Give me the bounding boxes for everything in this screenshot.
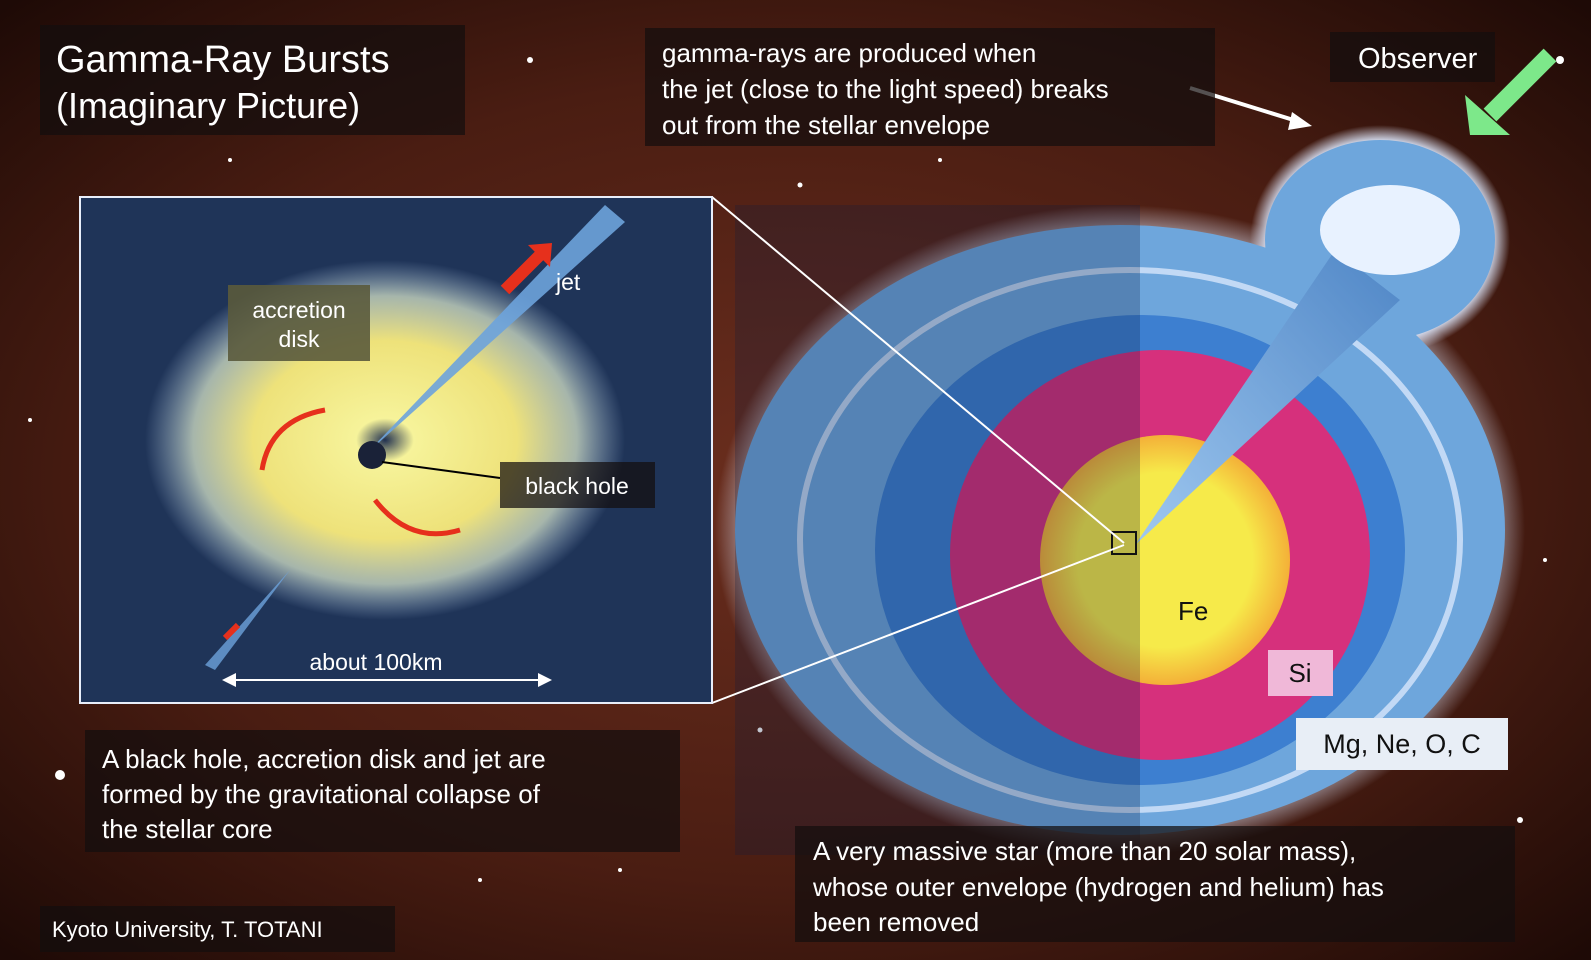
- subtitle: (Imaginary Picture): [56, 85, 360, 126]
- label-box: [228, 285, 370, 361]
- layer-box: [1268, 650, 1333, 696]
- layer-label: Mg, Ne, O, C: [1323, 729, 1481, 759]
- note-box: [795, 826, 1515, 942]
- arrow-head: [1288, 112, 1312, 130]
- callout-text: gamma-rays are produced when: [662, 38, 1036, 68]
- note-text: the stellar core: [102, 814, 273, 844]
- callout-box: [645, 28, 1215, 146]
- observer-box: [1330, 32, 1495, 82]
- note-text: been removed: [813, 907, 979, 937]
- note-text: A black hole, accretion disk and jet are: [102, 744, 546, 774]
- disk-label: accretion: [252, 297, 345, 323]
- scale-label: about 100km: [310, 649, 443, 675]
- callout-text: out from the stellar envelope: [662, 110, 990, 140]
- note-box: [85, 730, 680, 852]
- layer-box: [1296, 718, 1508, 770]
- disk-label: disk: [279, 326, 320, 352]
- note-text: whose outer envelope (hydrogen and heliu…: [812, 872, 1384, 902]
- label-box: [500, 462, 655, 508]
- note-text: A very massive star (more than 20 solar …: [813, 836, 1356, 866]
- arrow-head: [1465, 95, 1510, 135]
- stars: [28, 56, 1564, 882]
- observer-arrow: [1483, 48, 1557, 122]
- layer-label: Fe: [1178, 596, 1208, 626]
- observer-label: Observer: [1358, 43, 1478, 75]
- title: Gamma-Ray Bursts: [56, 39, 390, 81]
- title-box: [40, 25, 465, 135]
- black-hole-label: black hole: [525, 473, 629, 499]
- credit-box: [40, 906, 395, 952]
- zoom-line: [711, 544, 1125, 704]
- credit: Kyoto University, T. TOTANI: [52, 917, 323, 942]
- callout-text: the jet (close to the light speed) break…: [662, 74, 1109, 104]
- note-text: formed by the gravitational collapse of: [102, 779, 541, 809]
- jet-label: jet: [555, 269, 581, 295]
- layer-label: Si: [1288, 658, 1311, 688]
- inset: [79, 196, 713, 704]
- zoom-line: [711, 196, 1125, 544]
